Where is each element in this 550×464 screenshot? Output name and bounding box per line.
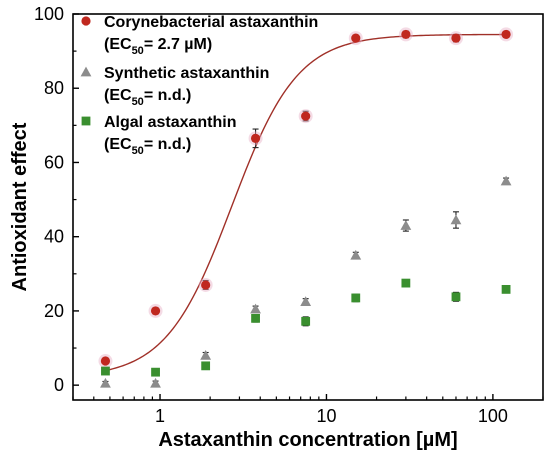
data-point <box>250 303 261 314</box>
legend-ec50: (EC50= 2.7 µM) <box>104 36 212 57</box>
data-point <box>100 377 111 388</box>
data-point <box>200 350 212 360</box>
data-point <box>151 367 160 377</box>
data-point <box>100 356 111 366</box>
legend-marker <box>81 16 91 26</box>
y-tick-label: 60 <box>44 152 64 172</box>
data-point <box>201 280 211 290</box>
y-tick-label: 40 <box>44 227 64 247</box>
data-point <box>301 111 311 121</box>
legend-ec50: (EC50= n.d.) <box>104 136 191 157</box>
data-point <box>501 284 511 294</box>
data-point <box>501 29 511 40</box>
fit-curve <box>105 33 507 372</box>
data-point <box>450 214 462 225</box>
data-point <box>451 33 461 43</box>
y-axis-title: Antioxidant effect <box>9 122 31 291</box>
data-point <box>401 29 411 40</box>
x-tick-label: 10 <box>316 406 336 426</box>
legend-ec50: (EC50= n.d.) <box>104 87 191 108</box>
x-tick-label: 100 <box>478 406 508 426</box>
x-axis-title: Astaxanthin concentration [µM] <box>158 429 457 451</box>
legend-entry: Algal astaxanthin (EC50= n.d.) <box>81 114 236 157</box>
data-point <box>101 366 110 376</box>
data-point <box>250 133 261 143</box>
data-point <box>150 377 161 388</box>
legend-label: Synthetic astaxanthin <box>104 65 269 82</box>
data-point <box>150 306 161 316</box>
y-tick-label: 80 <box>44 78 64 98</box>
x-tick-label: 1 <box>155 406 165 426</box>
data-point <box>351 33 361 43</box>
plot-frame <box>72 13 544 401</box>
legend-entry: Synthetic astaxanthin (EC50= n.d.) <box>80 65 269 108</box>
series-triangle <box>100 175 512 388</box>
data-point <box>401 278 411 288</box>
legend-marker <box>80 66 92 77</box>
data-point <box>451 292 461 302</box>
legend-label: Corynebacterial astaxanthin <box>104 14 318 31</box>
series-circle <box>98 27 514 369</box>
data-point <box>500 175 512 186</box>
legend-label: Algal astaxanthin <box>104 114 236 131</box>
legend-marker <box>81 116 91 126</box>
data-point <box>251 313 260 323</box>
data-point <box>201 361 211 371</box>
series-square <box>101 278 511 377</box>
data-point <box>350 249 362 260</box>
data-point <box>400 220 412 230</box>
data-point <box>301 316 311 326</box>
y-tick-label: 0 <box>54 375 64 395</box>
legend-entry: Corynebacterial astaxanthin (EC50= 2.7 µM… <box>81 14 318 57</box>
y-tick-label: 20 <box>44 301 64 321</box>
data-point <box>300 296 312 306</box>
y-tick-label: 100 <box>34 4 64 24</box>
data-point <box>351 293 361 303</box>
